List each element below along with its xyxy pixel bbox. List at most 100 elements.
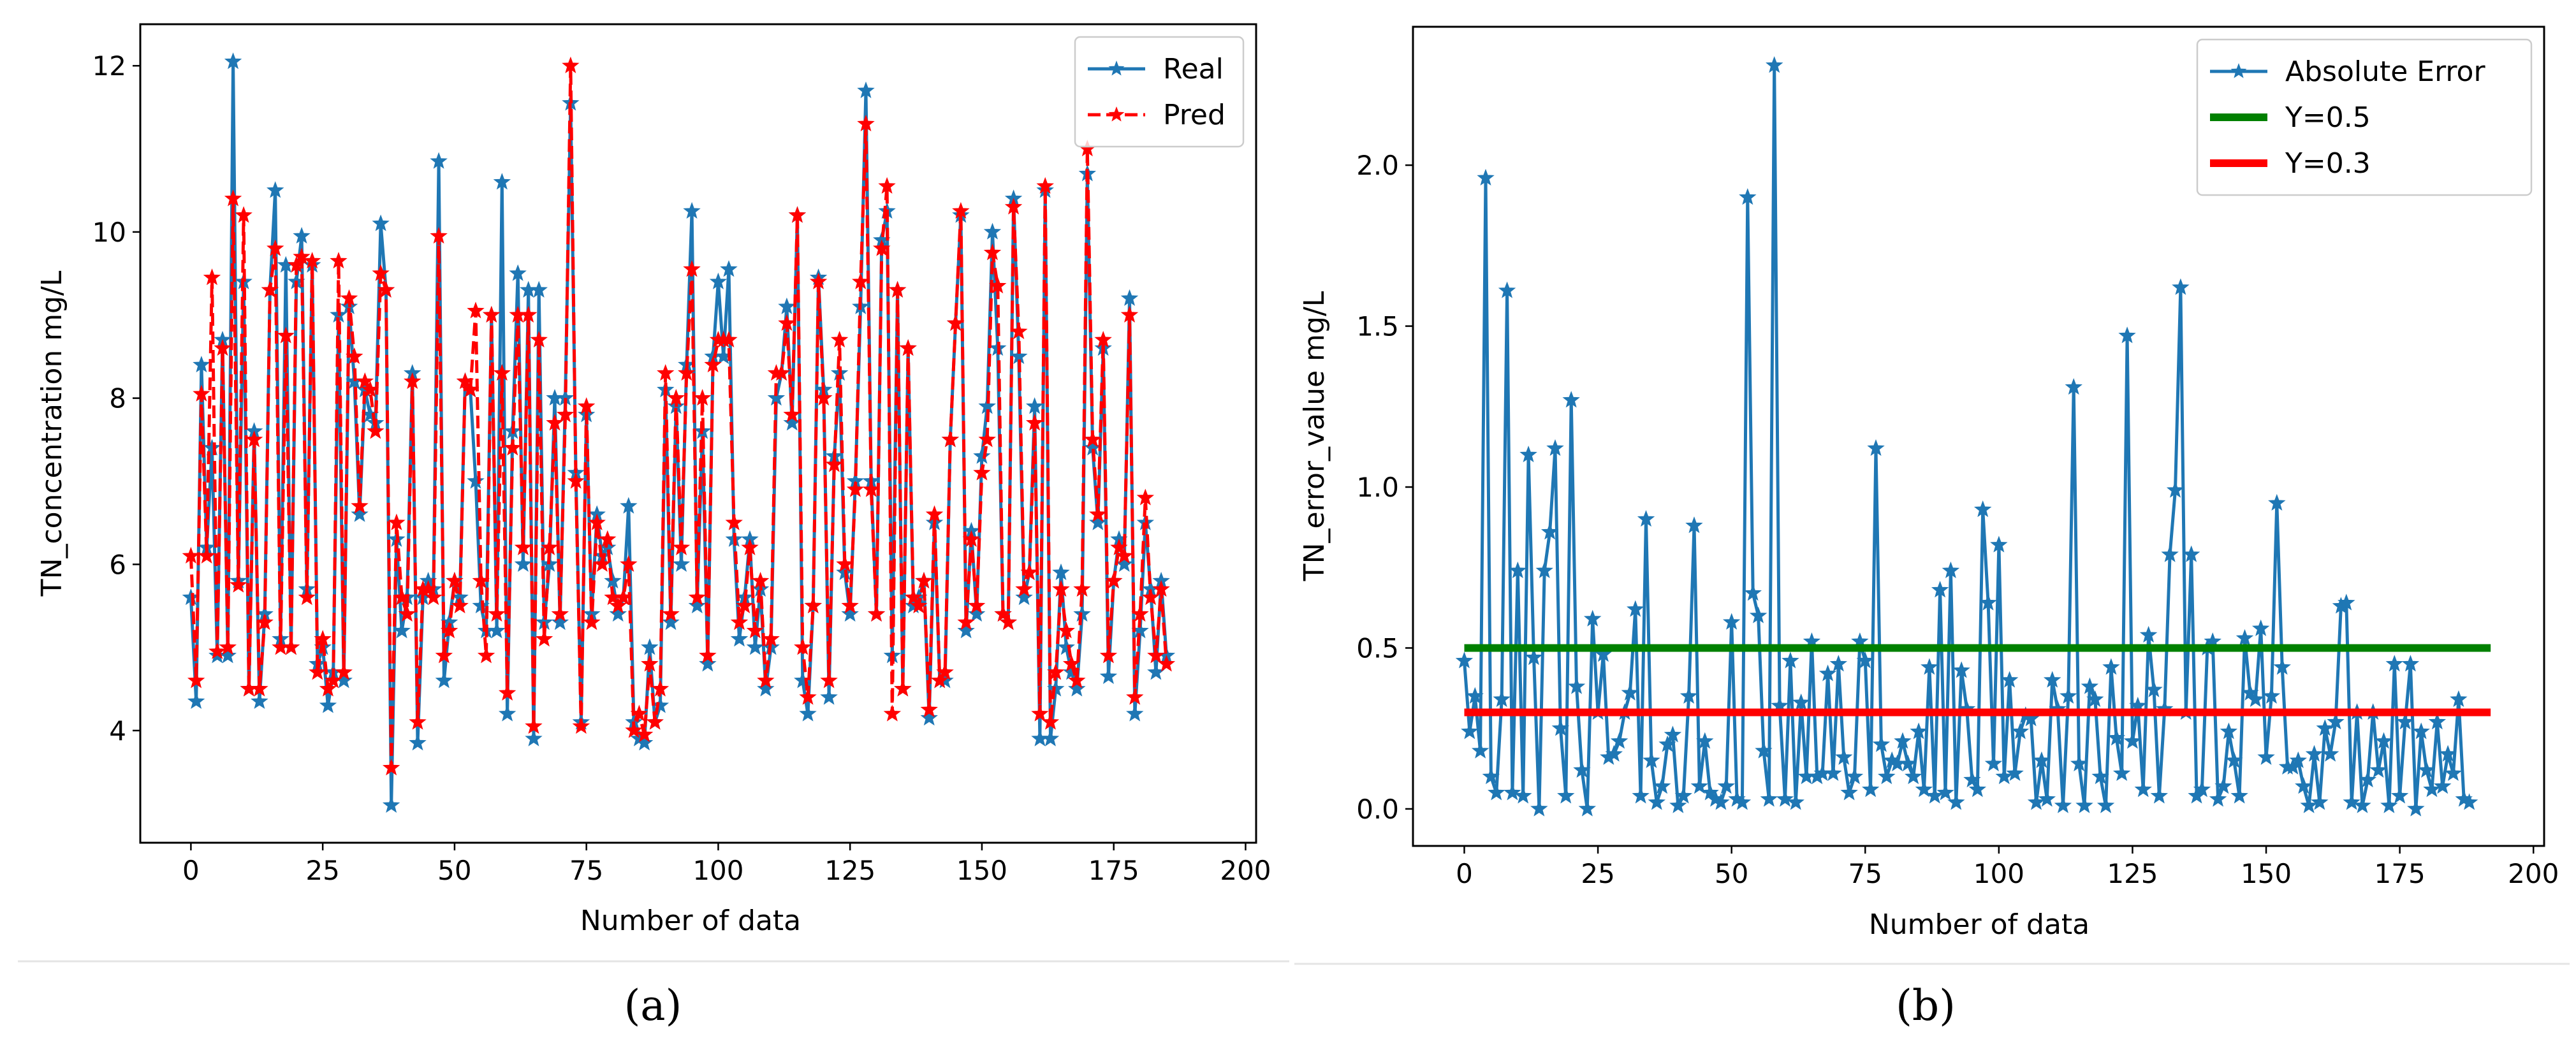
b-series-absolute-error-point-180 bbox=[2417, 761, 2436, 778]
a-series-pred-point-57 bbox=[483, 305, 501, 323]
b-y-tick-label-1: 0.5 bbox=[1356, 632, 1399, 664]
a-series-real-point-95 bbox=[683, 201, 701, 219]
b-series-absolute-error-point-43 bbox=[1685, 516, 1703, 534]
a-series-pred-point-51 bbox=[451, 597, 469, 614]
b-series-absolute-error-point-79 bbox=[1878, 767, 1896, 785]
b-series-absolute-error-point-72 bbox=[1840, 783, 1858, 801]
a-series-pred-point-173 bbox=[1094, 330, 1112, 348]
a-axes-frame bbox=[139, 23, 1257, 844]
a-series-pred-point-5 bbox=[209, 642, 226, 659]
b-series-absolute-error-point-178 bbox=[2407, 799, 2425, 817]
a-series-pred-point-176 bbox=[1110, 538, 1128, 555]
a-series-pred-point-37 bbox=[377, 280, 395, 298]
a-series-pred-point-78 bbox=[593, 555, 611, 572]
a-series-pred-point-98 bbox=[699, 646, 717, 664]
a-series-pred-point-16 bbox=[267, 239, 284, 256]
b-series-absolute-error-point-112 bbox=[2054, 796, 2072, 813]
a-series-pred-point-74 bbox=[572, 717, 590, 734]
a-series-real-point-102 bbox=[720, 260, 738, 277]
a-series-real-point-8 bbox=[224, 52, 242, 69]
a-series-pred-point-50 bbox=[446, 571, 464, 589]
a-series-pred-point-22 bbox=[298, 588, 316, 606]
a-series-pred-point-154 bbox=[994, 605, 1012, 622]
a-series-pred-point-151 bbox=[978, 430, 996, 448]
a-series-pred-point-68 bbox=[541, 538, 559, 555]
a-series-pred-point-179 bbox=[1126, 688, 1144, 705]
a-series-pred-point-40 bbox=[393, 588, 411, 606]
b-series-absolute-error-point-46 bbox=[1701, 783, 1719, 801]
b-series-absolute-error-point-162 bbox=[2321, 745, 2339, 762]
a-series-pred-point-131 bbox=[873, 239, 891, 256]
a-series-pred-point-25 bbox=[314, 630, 332, 647]
b-series-absolute-error-point-55 bbox=[1749, 606, 1767, 623]
a-series-pred-point-166 bbox=[1057, 622, 1075, 639]
b-series-absolute-error-point-109 bbox=[2038, 790, 2056, 807]
b-series-absolute-error-point-123 bbox=[2112, 764, 2131, 782]
a-series-real-point-96 bbox=[688, 597, 706, 614]
a-series-real-point-26 bbox=[319, 696, 337, 713]
a-series-pred-point-86 bbox=[635, 725, 654, 743]
a-series-real-point-4 bbox=[203, 439, 221, 456]
b-series-absolute-error-point-89 bbox=[1931, 581, 1949, 598]
b-series-absolute-error-point-84 bbox=[1905, 767, 1922, 785]
a-series-pred-point-77 bbox=[588, 513, 606, 530]
a-series-real-point-63 bbox=[514, 555, 532, 572]
a-series-pred-point-174 bbox=[1099, 646, 1118, 664]
a-legend-marker-pred bbox=[1108, 106, 1125, 122]
a-series-real-point-163 bbox=[1041, 729, 1060, 746]
b-series-absolute-error-point-128 bbox=[2139, 625, 2158, 643]
b-series-absolute-error-point-44 bbox=[1690, 777, 1709, 794]
a-series-pred-point-172 bbox=[1089, 505, 1107, 522]
b-series-absolute-error-point-57 bbox=[1760, 790, 1778, 807]
a-series-pred-point-54 bbox=[467, 302, 485, 319]
b-series-absolute-error-point-68 bbox=[1819, 664, 1837, 681]
b-series-absolute-error-point-119 bbox=[2091, 767, 2109, 785]
a-series-pred-point-38 bbox=[382, 759, 400, 776]
a-series-real-point-55 bbox=[472, 597, 490, 614]
a-series-pred-point-90 bbox=[657, 364, 675, 381]
a-series-real-point-113 bbox=[778, 297, 796, 314]
a-series-real-point-59 bbox=[493, 173, 511, 190]
a-y-tick-label-2: 8 bbox=[109, 383, 126, 414]
a-series-real-point-21 bbox=[293, 226, 311, 244]
a-series-real-point-47 bbox=[430, 152, 448, 169]
a-series-pred-point-87 bbox=[641, 655, 659, 672]
a-series-pred-point-63 bbox=[514, 538, 532, 555]
b-series-absolute-error-point-32 bbox=[1627, 600, 1644, 617]
a-series-pred-point-14 bbox=[256, 613, 274, 630]
a-series-pred-point-183 bbox=[1147, 646, 1165, 664]
a-series-real-point-54 bbox=[467, 472, 485, 489]
b-x-tick-label-200: 200 bbox=[2508, 858, 2559, 889]
a-series-pred-point-152 bbox=[983, 244, 1002, 261]
a-series-pred-point-3 bbox=[198, 546, 216, 564]
a-series-pred-point-178 bbox=[1120, 305, 1139, 323]
b-series-absolute-error-point-13 bbox=[1525, 648, 1543, 666]
a-series-pred-point-177 bbox=[1115, 546, 1133, 564]
b-series-absolute-error-point-91 bbox=[1942, 561, 1960, 578]
b-series-absolute-error-point-177 bbox=[2401, 655, 2420, 672]
b-series-absolute-error-point-54 bbox=[1744, 584, 1762, 601]
b-series-absolute-error-point-145 bbox=[2230, 787, 2248, 804]
a-series-pred-point-8 bbox=[224, 189, 242, 207]
a-series-real-point-166 bbox=[1057, 638, 1075, 655]
a-series-pred-point-23 bbox=[303, 252, 321, 269]
a-series-pred-point-171 bbox=[1083, 430, 1102, 448]
a-series-pred-point-153 bbox=[989, 277, 1007, 294]
a-series-real-point-83 bbox=[620, 497, 638, 514]
a-series-pred-point-72 bbox=[562, 56, 580, 73]
a-series-pred-point-128 bbox=[857, 114, 875, 132]
a-series-pred-point-175 bbox=[1104, 571, 1123, 589]
b-series-absolute-error-point-132 bbox=[2161, 545, 2179, 562]
a-y-tick-label-1: 6 bbox=[109, 549, 126, 580]
a-series-pred-point-32 bbox=[351, 497, 369, 514]
a-series-pred-point-142 bbox=[931, 671, 949, 688]
a-series-pred-point-116 bbox=[794, 638, 812, 655]
a-series-pred-point-129 bbox=[862, 480, 880, 497]
b-series-absolute-error-point-87 bbox=[1921, 658, 1938, 675]
a-series-pred-point-119 bbox=[809, 272, 828, 289]
b-series-absolute-error-point-161 bbox=[2316, 719, 2334, 736]
a-series-real-point-16 bbox=[267, 181, 284, 198]
a-series-pred-point-94 bbox=[678, 364, 696, 381]
a-series-pred-point-137 bbox=[904, 588, 923, 606]
